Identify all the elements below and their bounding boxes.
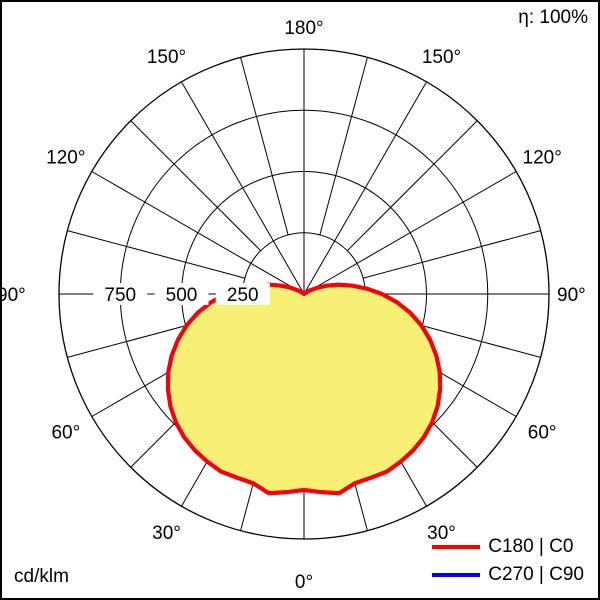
radial-axis-labels: 250 500 750 — [93, 283, 270, 306]
legend-label-c270-c90: C270 | C90 — [488, 564, 584, 585]
svg-text:30°: 30° — [427, 523, 456, 544]
svg-text:150°: 150° — [422, 47, 461, 68]
svg-text:30°: 30° — [152, 523, 181, 544]
unit-label: cd/klm — [14, 566, 69, 587]
legend-swatch-red — [432, 545, 481, 549]
efficiency-label: η: 100% — [518, 7, 588, 28]
svg-text:250: 250 — [227, 285, 259, 306]
legend-swatch-blue — [432, 573, 481, 577]
svg-text:90°: 90° — [557, 285, 586, 306]
svg-text:180°: 180° — [284, 18, 323, 39]
svg-text:0°: 0° — [295, 572, 313, 593]
svg-text:150°: 150° — [147, 47, 186, 68]
svg-text:120°: 120° — [523, 148, 562, 169]
legend-label-c180-c0: C180 | C0 — [488, 536, 574, 557]
distribution-fill — [167, 284, 441, 494]
svg-text:90°: 90° — [2, 285, 26, 306]
svg-text:750: 750 — [104, 285, 136, 306]
svg-text:60°: 60° — [528, 423, 557, 444]
legend-item-c270-c90: C270 | C90 — [432, 564, 584, 586]
legend-item-c180-c0: C180 | C0 — [432, 536, 584, 558]
svg-text:60°: 60° — [51, 423, 80, 444]
distribution-curve-c180-c0 — [165, 282, 443, 496]
angular-axis-labels: 0° 30° 60° 90° 120° 150° 180° 150° 120° 90° 60° 30° — [2, 18, 586, 593]
svg-text:120°: 120° — [46, 148, 85, 169]
svg-text:500: 500 — [166, 285, 198, 306]
legend: C180 | C0 C270 | C90 — [432, 536, 584, 586]
